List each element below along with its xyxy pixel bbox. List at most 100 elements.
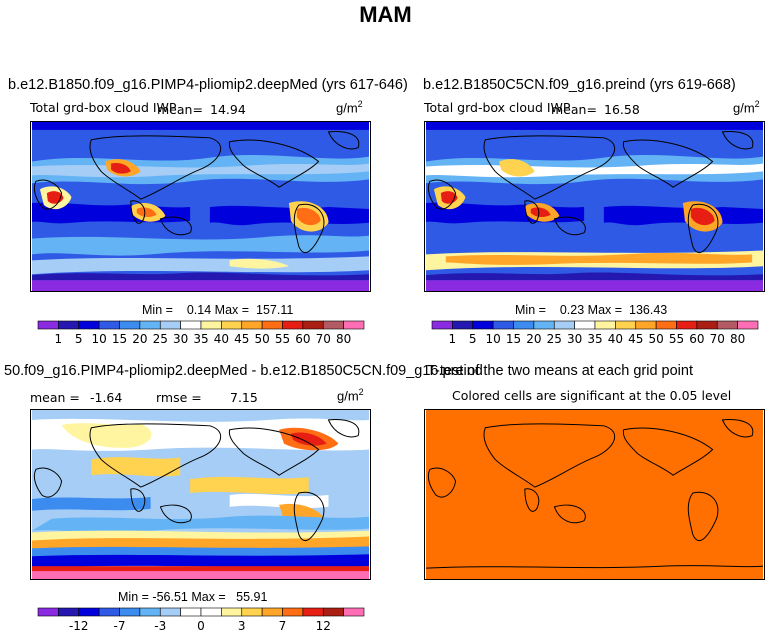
colorbar-top-left: 1 5 10 15 20 25 30 35 40 45 50 55 60 70 80 bbox=[37, 320, 365, 346]
map-top-right bbox=[424, 121, 765, 292]
colorbar-box bbox=[696, 320, 718, 330]
colorbar-tick-label: 45 bbox=[628, 332, 643, 346]
colorbar-box bbox=[322, 607, 344, 617]
colorbar-top-right: 1 5 10 15 20 25 30 35 40 45 50 55 60 70 80 bbox=[431, 320, 759, 346]
colorbar-box bbox=[343, 320, 365, 330]
minmax-bottom-left: Min = -56.51 Max = 55.91 bbox=[118, 590, 268, 604]
colorbar-box bbox=[655, 320, 677, 330]
colorbar-tick-label: -12 bbox=[69, 619, 89, 633]
colorbar-tick-label: 25 bbox=[153, 332, 168, 346]
colorbar-box bbox=[180, 320, 202, 330]
colorbar-tick-label: 1 bbox=[449, 332, 457, 346]
colorbar-box bbox=[431, 320, 453, 330]
variable-label-top-left: Total grd-box cloud IWP bbox=[30, 100, 177, 115]
colorbar-box bbox=[159, 320, 181, 330]
colorbar-box bbox=[282, 320, 304, 330]
colorbar-box bbox=[119, 320, 141, 330]
colorbar-tick-label: 10 bbox=[91, 332, 106, 346]
colorbar-box bbox=[58, 607, 80, 617]
colorbar-tick-label: 30 bbox=[567, 332, 582, 346]
colorbar-box bbox=[37, 607, 59, 617]
colorbar-box bbox=[553, 320, 575, 330]
colorbar-tick-label: 50 bbox=[648, 332, 663, 346]
colorbar-tick-label: 15 bbox=[506, 332, 521, 346]
map-bottom-left bbox=[30, 409, 371, 580]
colorbar-box bbox=[513, 320, 535, 330]
colorbar-box bbox=[98, 607, 120, 617]
mean-label-top-left: mean= bbox=[157, 102, 203, 117]
colorbar-box bbox=[78, 607, 100, 617]
colorbar-box bbox=[200, 320, 222, 330]
panel-title-top-left: b.e12.B1850.f09_g16.PIMP4-pliomip2.deepM… bbox=[8, 77, 408, 93]
colorbar-box bbox=[452, 320, 474, 330]
map-top-left bbox=[30, 121, 371, 292]
colorbar-box bbox=[37, 320, 59, 330]
colorbar-box bbox=[635, 320, 657, 330]
mean-label-top-right: mean= bbox=[551, 102, 597, 117]
colorbar-tick-label: 55 bbox=[275, 332, 290, 346]
colorbar-box bbox=[302, 607, 324, 617]
colorbar-box bbox=[302, 320, 324, 330]
colorbar-tick-label: 45 bbox=[234, 332, 249, 346]
colorbar-tick-label: 15 bbox=[112, 332, 127, 346]
map-bottom-right bbox=[424, 409, 765, 580]
mean-value-bottom-left: -1.64 bbox=[90, 390, 123, 405]
colorbar-box bbox=[119, 607, 141, 617]
colorbar-box bbox=[139, 320, 161, 330]
colorbar-box bbox=[716, 320, 738, 330]
colorbar-box bbox=[78, 320, 100, 330]
colorbar-box bbox=[676, 320, 698, 330]
colorbar-tick-label: 30 bbox=[173, 332, 188, 346]
units-top-right: g/m2 bbox=[733, 99, 760, 116]
colorbar-tick-label: 0 bbox=[197, 619, 205, 633]
colorbar-box bbox=[261, 320, 283, 330]
colorbar-tick-label: 80 bbox=[336, 332, 351, 346]
colorbar-box bbox=[615, 320, 637, 330]
colorbar-box bbox=[574, 320, 596, 330]
colorbar-box bbox=[159, 607, 181, 617]
rmse-label-bottom-left: rmse = bbox=[156, 390, 202, 405]
colorbar-tick-label: 80 bbox=[730, 332, 745, 346]
colorbar-box bbox=[343, 607, 365, 617]
panel-title-bottom-right: T-test of the two means at each grid poi… bbox=[427, 363, 693, 379]
colorbar-tick-label: 7 bbox=[279, 619, 287, 633]
colorbar-box bbox=[221, 607, 243, 617]
minmax-top-right: Min = 0.23 Max = 136.43 bbox=[515, 303, 668, 317]
colorbar-tick-label: 70 bbox=[316, 332, 331, 346]
units-bottom-left: g/m2 bbox=[337, 387, 364, 404]
colorbar-tick-label: 40 bbox=[214, 332, 229, 346]
colorbar-tick-label: 12 bbox=[316, 619, 331, 633]
rmse-value-bottom-left: 7.15 bbox=[230, 390, 258, 405]
colorbar-box bbox=[322, 320, 344, 330]
colorbar-box bbox=[221, 320, 243, 330]
colorbar-tick-label: 60 bbox=[295, 332, 310, 346]
mean-value-top-left: 14.94 bbox=[210, 102, 246, 117]
colorbar-box bbox=[241, 320, 263, 330]
colorbar-tick-label: 3 bbox=[238, 619, 246, 633]
colorbar-box bbox=[98, 320, 120, 330]
colorbar-box bbox=[58, 320, 80, 330]
minmax-top-left: Min = 0.14 Max = 157.11 bbox=[142, 303, 294, 317]
colorbar-tick-label: -3 bbox=[154, 619, 166, 633]
colorbar-bottom-left: -12 -7 -3 0 3 7 12 bbox=[37, 607, 365, 633]
colorbar-box bbox=[492, 320, 514, 330]
colorbar-tick-label: 5 bbox=[75, 332, 83, 346]
units-top-left: g/m2 bbox=[336, 99, 363, 116]
colorbar-box bbox=[261, 607, 283, 617]
colorbar-tick-label: 20 bbox=[132, 332, 147, 346]
mean-value-top-right: 16.58 bbox=[604, 102, 640, 117]
colorbar-tick-label: 70 bbox=[710, 332, 725, 346]
colorbar-box bbox=[472, 320, 494, 330]
colorbar-box bbox=[139, 607, 161, 617]
panel-title-bottom-left: 50.f09_g16.PIMP4-pliomip2.deepMed - b.e1… bbox=[4, 363, 483, 379]
colorbar-box bbox=[241, 607, 263, 617]
colorbar-box bbox=[533, 320, 555, 330]
colorbar-tick-label: 35 bbox=[193, 332, 208, 346]
colorbar-tick-label: 1 bbox=[55, 332, 63, 346]
colorbar-tick-label: 40 bbox=[608, 332, 623, 346]
colorbar-box bbox=[282, 607, 304, 617]
panel-subtitle-bottom-right: Colored cells are significant at the 0.0… bbox=[452, 388, 732, 403]
colorbar-tick-label: 25 bbox=[547, 332, 562, 346]
colorbar-tick-label: 50 bbox=[254, 332, 269, 346]
colorbar-box bbox=[594, 320, 616, 330]
